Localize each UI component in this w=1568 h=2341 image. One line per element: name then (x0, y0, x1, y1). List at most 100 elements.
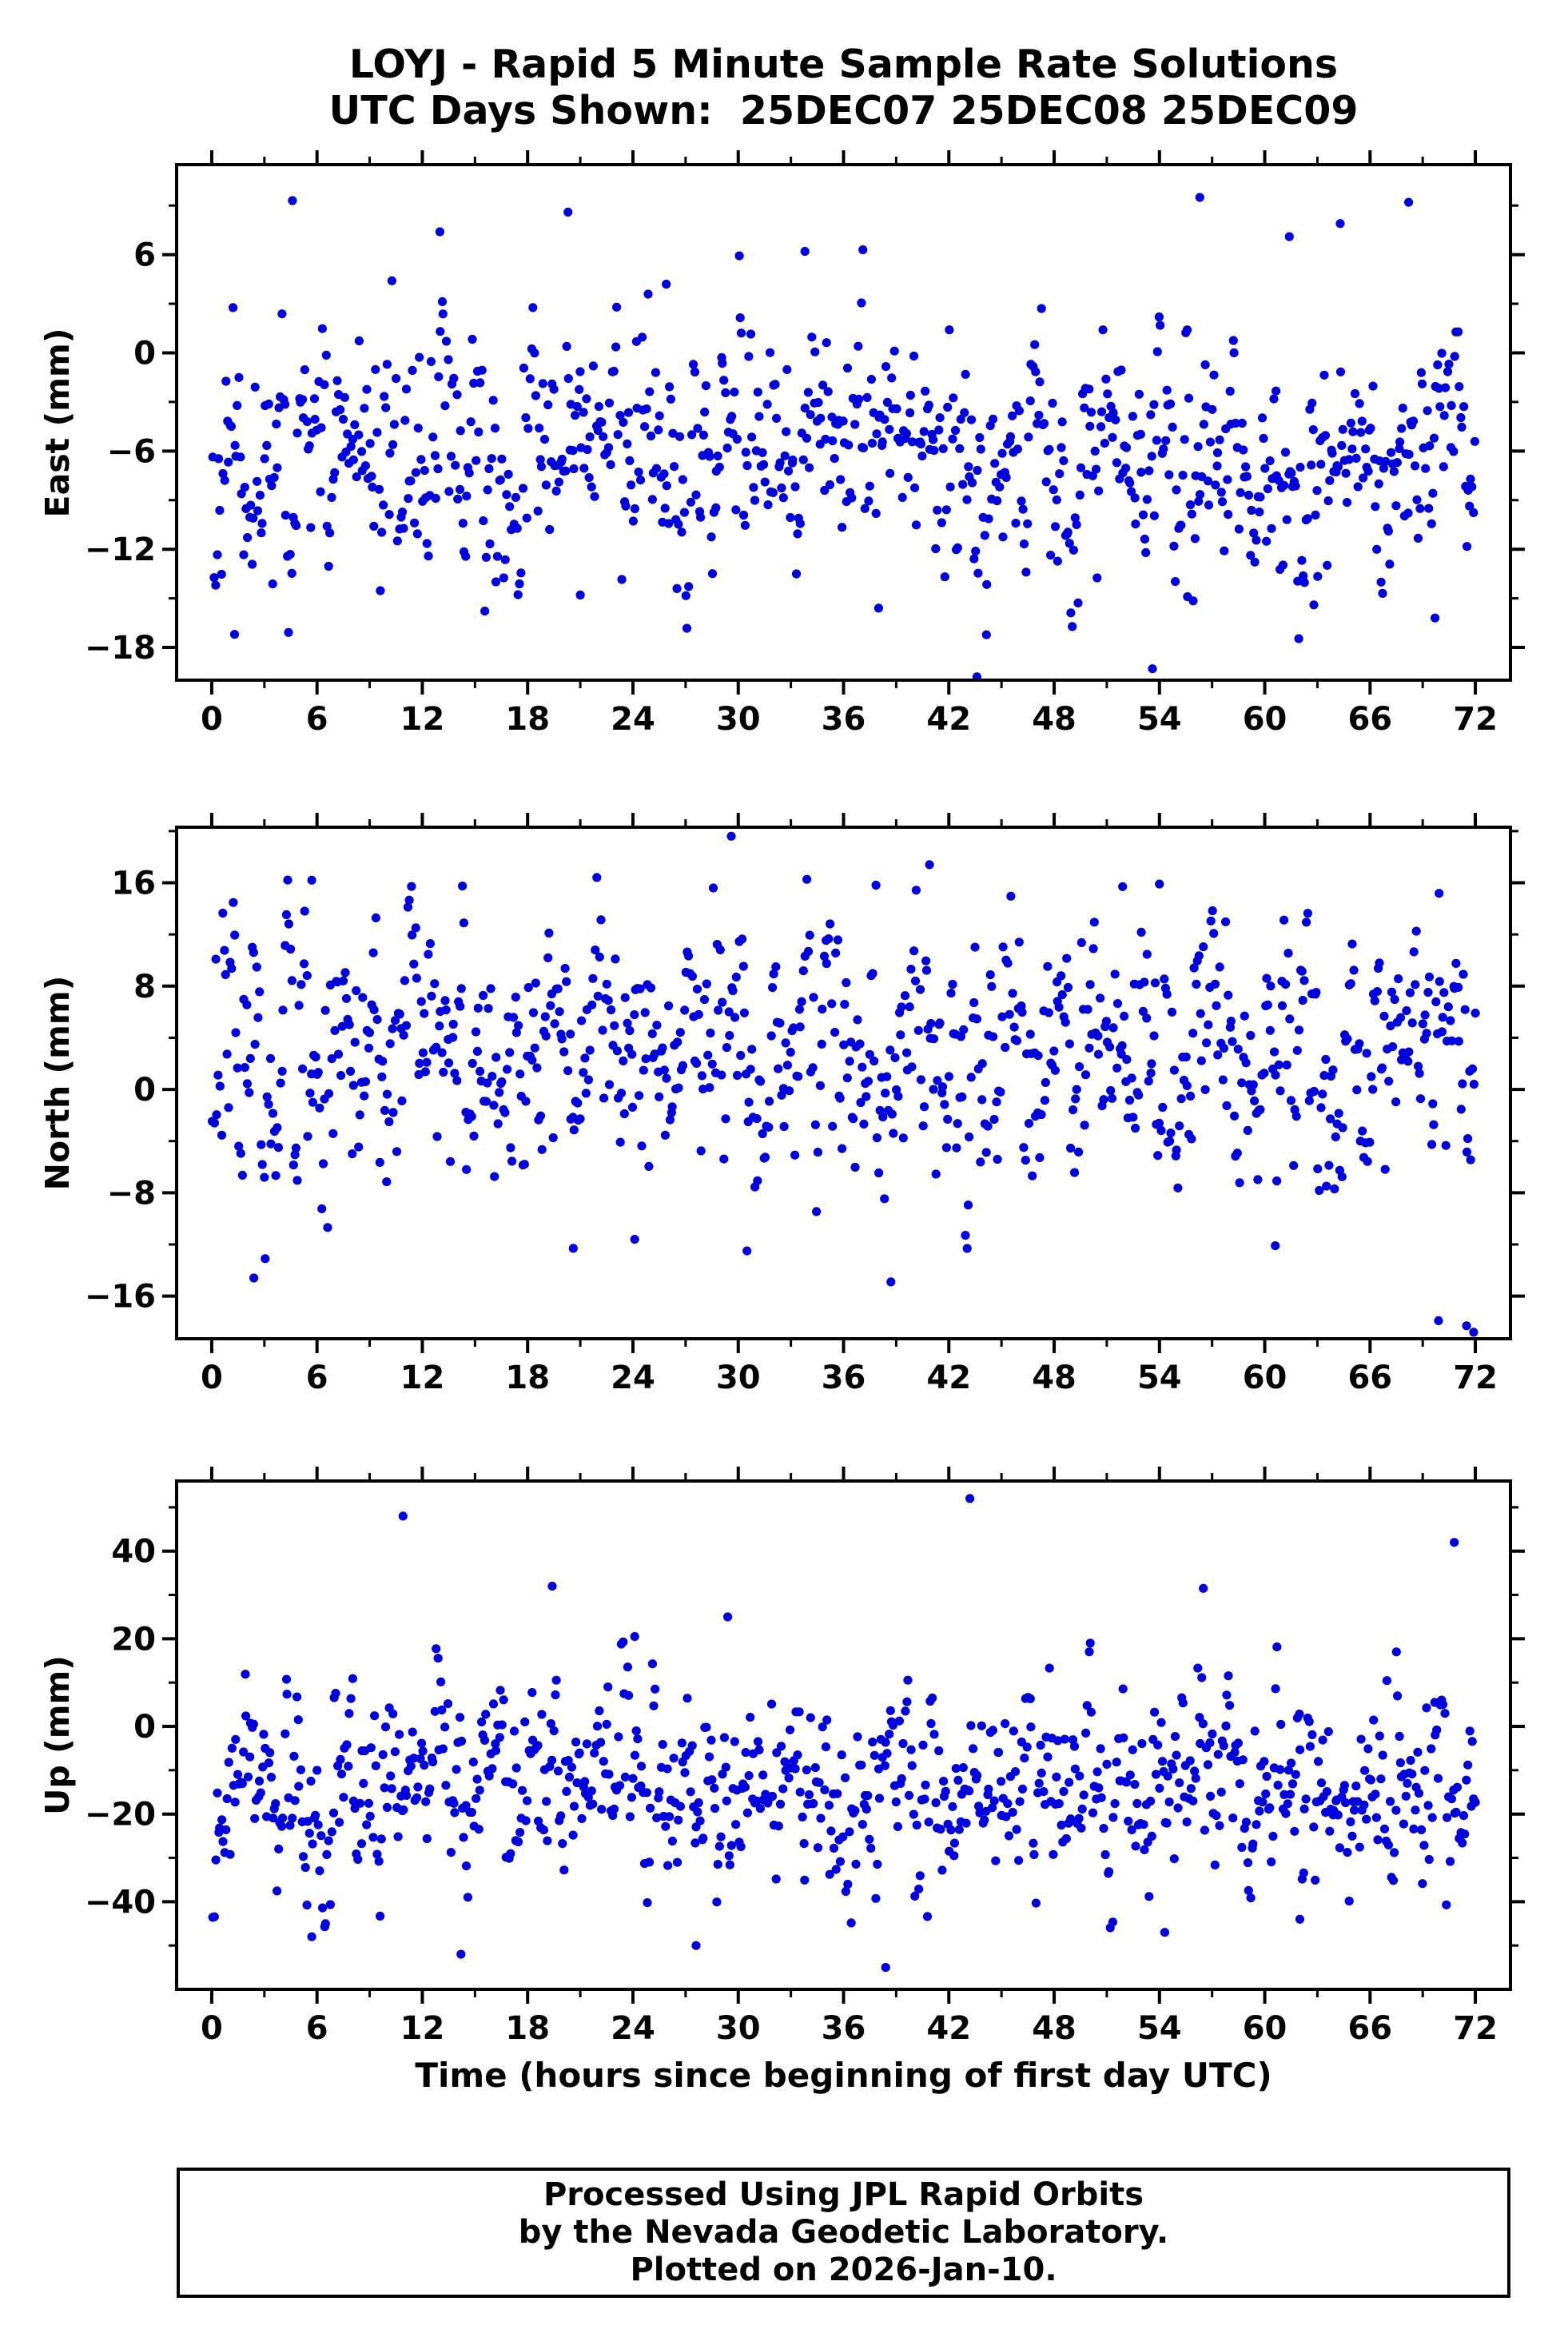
data-point (397, 508, 408, 517)
data-point (1150, 1707, 1160, 1717)
data-point (1279, 480, 1289, 490)
data-point (684, 582, 694, 591)
data-point (747, 1045, 757, 1054)
data-point (499, 1695, 508, 1705)
data-point (521, 413, 531, 423)
data-point (582, 394, 591, 404)
data-point (1200, 1825, 1209, 1835)
data-point (872, 429, 882, 439)
data-point (936, 1825, 945, 1834)
data-point (807, 332, 817, 342)
data-point (1253, 1175, 1263, 1184)
data-point (365, 439, 375, 448)
data-point (1004, 1831, 1014, 1841)
data-point (1349, 965, 1359, 975)
data-point (278, 1813, 288, 1823)
data-point (1204, 1020, 1213, 1029)
data-point (569, 1125, 579, 1135)
data-point (1052, 1772, 1061, 1782)
x-tick-label: 60 (1243, 1360, 1287, 1396)
data-point (1353, 482, 1363, 492)
data-point (1146, 1796, 1156, 1806)
data-point (448, 1033, 458, 1042)
data-point (1439, 411, 1449, 420)
data-point (560, 964, 570, 973)
data-point (322, 1849, 332, 1859)
data-point (513, 1837, 523, 1847)
data-point (217, 1815, 227, 1825)
data-point (897, 1774, 906, 1784)
data-point (1033, 1051, 1043, 1061)
chart-title-line1: LOYJ - Rapid 5 Minute Sample Rate Soluti… (348, 42, 1339, 87)
data-point (1423, 406, 1432, 416)
data-point (339, 1793, 348, 1802)
data-point (965, 1786, 974, 1796)
data-point (1213, 1750, 1223, 1759)
data-point (802, 1765, 812, 1775)
data-point (1420, 1766, 1430, 1775)
data-point (1395, 437, 1405, 447)
data-point (1237, 1078, 1247, 1088)
data-point (678, 1061, 688, 1070)
data-point (956, 415, 965, 424)
data-point (887, 373, 897, 383)
data-point (945, 482, 955, 492)
data-point (1407, 1770, 1417, 1779)
data-point (865, 1834, 874, 1844)
data-point (408, 1727, 417, 1737)
data-point (287, 568, 296, 579)
data-point (784, 1773, 794, 1783)
data-point (471, 1027, 481, 1037)
data-point-outlier (288, 196, 297, 205)
data-point (241, 1711, 251, 1721)
data-point (1248, 1080, 1258, 1089)
data-point (696, 1146, 706, 1156)
data-point (368, 948, 378, 958)
x-axis-label: Time (hours since beginning of first day… (415, 2056, 1272, 2095)
data-point (432, 1132, 442, 1141)
data-point (1212, 461, 1222, 471)
data-point (303, 1817, 312, 1826)
data-point (400, 976, 409, 985)
data-point (497, 1720, 507, 1730)
data-point (376, 1834, 386, 1844)
data-point (1411, 980, 1420, 989)
data-point (957, 1092, 967, 1101)
data-point (1093, 1031, 1103, 1041)
data-point (1130, 493, 1140, 503)
data-point (880, 415, 889, 424)
data-point (929, 1730, 939, 1739)
data-point (593, 991, 603, 1001)
data-point (484, 464, 494, 474)
data-point-outlier (723, 1612, 733, 1622)
data-point (647, 1659, 658, 1669)
data-point (1467, 482, 1477, 492)
data-point (569, 464, 579, 474)
data-point (682, 623, 692, 633)
data-point (286, 944, 296, 954)
data-point (1039, 1787, 1049, 1797)
data-point (353, 1854, 363, 1864)
data-point (1166, 399, 1176, 408)
data-point (820, 1785, 830, 1794)
data-point (511, 492, 521, 503)
data-point (616, 1089, 627, 1098)
data-point (924, 1817, 933, 1827)
data-point (1467, 1737, 1477, 1746)
data-point (637, 1141, 647, 1151)
data-point (1403, 1778, 1412, 1788)
data-point (577, 1016, 587, 1025)
data-point (809, 993, 818, 1002)
data-point (1235, 1779, 1244, 1789)
data-point (1169, 1065, 1179, 1075)
data-point (929, 1085, 938, 1094)
data-point (604, 398, 615, 408)
data-point (1208, 404, 1217, 414)
data-point (446, 1848, 456, 1857)
data-point (318, 1159, 328, 1169)
data-point (1260, 1757, 1269, 1766)
data-point (885, 424, 894, 434)
data-point (236, 452, 245, 462)
data-point (1198, 1719, 1208, 1729)
